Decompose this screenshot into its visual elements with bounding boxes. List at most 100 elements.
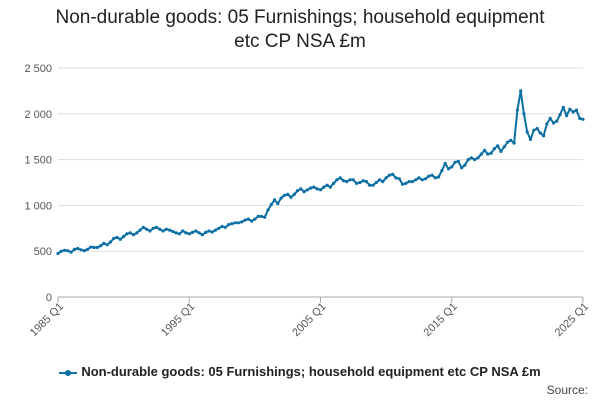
data-point: [197, 231, 201, 235]
data-point: [391, 172, 395, 176]
data-point: [148, 229, 152, 233]
data-point: [207, 229, 211, 233]
x-tick-label: 2005 Q1: [290, 301, 328, 339]
data-point: [118, 237, 122, 241]
data-point: [410, 180, 414, 184]
data-point: [325, 183, 329, 187]
data-point: [174, 231, 178, 235]
data-point: [496, 144, 500, 148]
data-point: [332, 181, 336, 185]
data-point: [66, 249, 70, 253]
data-point: [135, 231, 139, 235]
data-point: [79, 248, 83, 252]
data-point: [571, 110, 575, 114]
data-point: [387, 173, 391, 177]
data-point: [338, 176, 342, 180]
data-point: [312, 185, 316, 189]
data-point: [187, 232, 191, 236]
data-point: [184, 231, 188, 235]
data-point: [302, 190, 306, 194]
data-point: [528, 137, 533, 141]
x-tick-label: 1995 Q1: [159, 301, 197, 339]
data-point: [112, 236, 116, 240]
data-point: [437, 175, 441, 179]
data-point: [95, 245, 99, 250]
y-tick-label: 2 000: [24, 109, 52, 121]
data-point: [99, 244, 103, 248]
data-point: [578, 116, 582, 120]
data-point: [345, 180, 349, 184]
data-point: [63, 248, 67, 252]
data-point: [486, 152, 490, 156]
data-point: [318, 188, 323, 192]
data-point: [305, 188, 309, 192]
data-point: [351, 178, 355, 182]
data-point: [368, 183, 372, 187]
axis-layer: 0 500 1 000 1 500 2 000 2 500 1985 Q1 1995 Q1 20…: [24, 63, 591, 339]
data-point: [141, 225, 145, 229]
data-point: [361, 179, 365, 183]
data-point: [355, 181, 359, 185]
data-point: [414, 178, 418, 182]
data-point: [440, 169, 444, 173]
data-point: [204, 230, 208, 234]
data-point: [456, 159, 460, 163]
data-point: [430, 173, 434, 177]
data-point: [519, 89, 523, 93]
y-tick-label: 2 500: [24, 63, 52, 75]
data-point: [200, 233, 204, 237]
data-point: [512, 141, 516, 145]
data-point: [545, 122, 549, 126]
legend-line-marker-icon: [59, 368, 78, 378]
data-point: [259, 214, 263, 218]
data-point: [525, 130, 529, 134]
data-point: [483, 148, 487, 152]
data-point: [164, 227, 168, 231]
x-tick-label: 2025 Q1: [553, 301, 591, 339]
data-point: [289, 195, 293, 199]
data-point: [217, 226, 221, 230]
data-point: [417, 176, 421, 180]
data-point: [460, 166, 464, 170]
data-point: [190, 230, 195, 234]
data-point: [394, 176, 398, 180]
data-point: [72, 247, 76, 251]
data-point: [581, 117, 585, 121]
data-point: [453, 160, 457, 164]
data-point: [279, 196, 283, 200]
data-point: [515, 108, 520, 112]
series-line: [57, 89, 584, 255]
data-point: [358, 180, 362, 185]
data-point: [315, 187, 319, 191]
data-point: [450, 165, 454, 169]
data-point: [479, 152, 483, 156]
data-point: [286, 192, 290, 196]
data-point: [154, 225, 158, 229]
data-point: [466, 158, 470, 162]
data-point: [59, 249, 63, 253]
data-point: [551, 121, 556, 125]
data-point: [397, 177, 401, 181]
data-point: [499, 149, 503, 153]
data-point: [181, 229, 185, 233]
data-point: [233, 221, 237, 225]
y-tick-label: 500: [34, 246, 52, 258]
data-point: [269, 202, 273, 207]
data-point: [558, 113, 562, 117]
y-tick-label: 1 500: [24, 155, 52, 167]
chart-title-line-2: etc CP NSA £m: [234, 31, 366, 52]
data-point: [177, 232, 181, 236]
source-label: Source:: [546, 383, 588, 397]
grid-layer: [58, 67, 583, 298]
data-point: [223, 225, 227, 229]
data-point: [309, 186, 313, 190]
chart-title-line-1: Non-durable goods: 05 Furnishings; house…: [55, 7, 545, 28]
legend[interactable]: Non-durable goods: 05 Furnishings; house…: [0, 364, 600, 379]
data-point: [299, 187, 303, 191]
data-point: [89, 245, 93, 249]
data-point: [364, 180, 368, 184]
data-point: [476, 156, 480, 160]
data-point: [243, 218, 247, 222]
data-point: [92, 245, 96, 250]
data-point: [230, 222, 234, 226]
